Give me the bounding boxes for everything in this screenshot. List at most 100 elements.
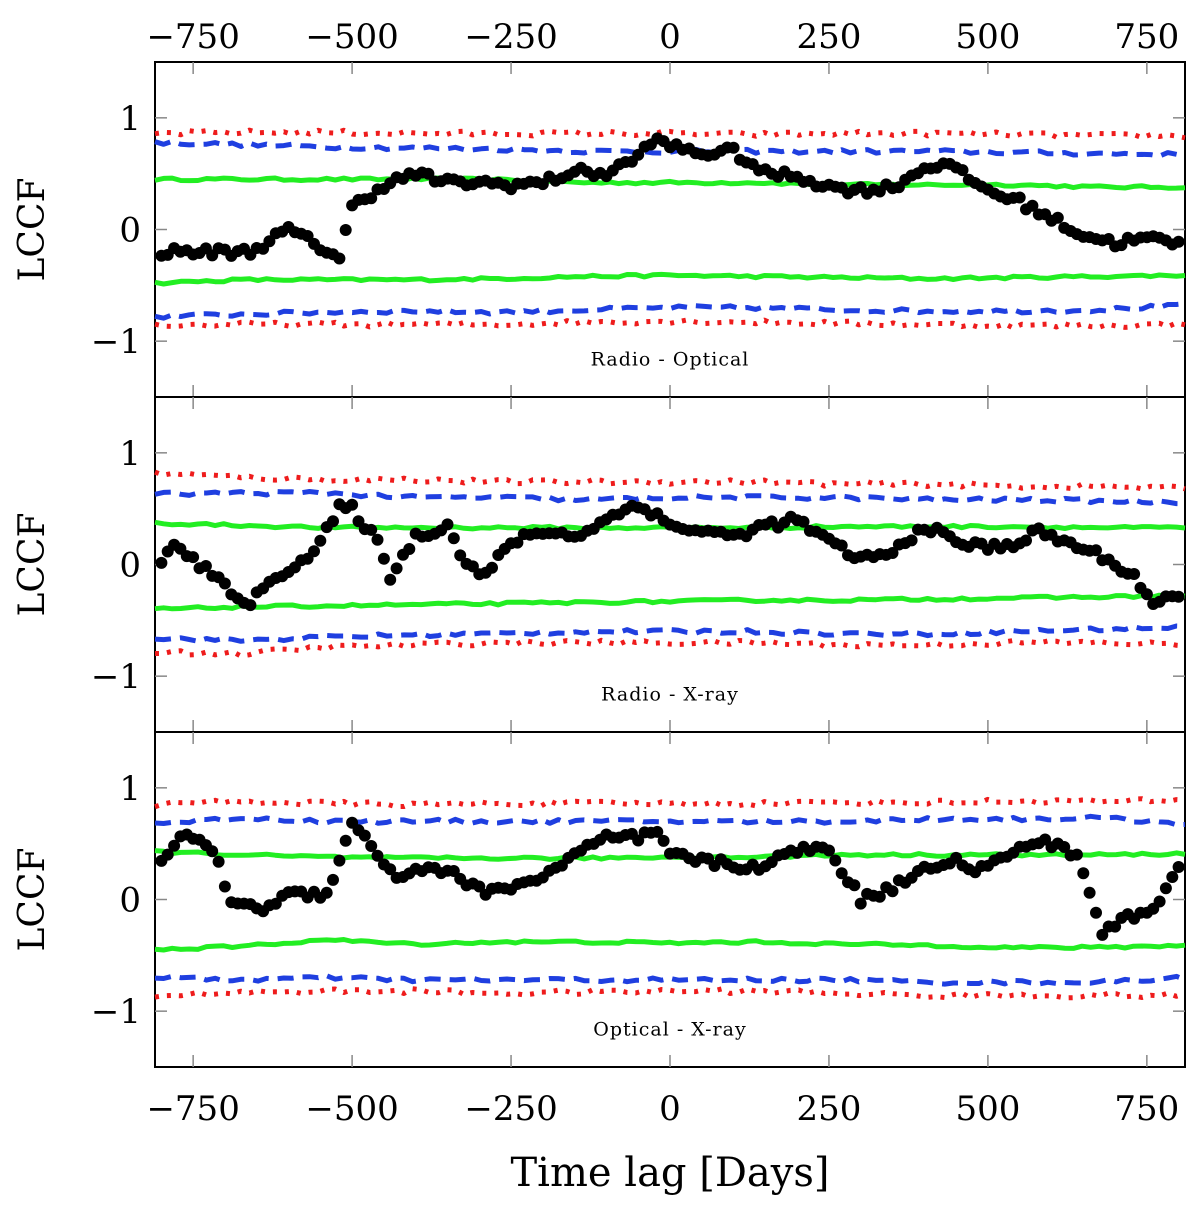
y-axis-label: LCCF bbox=[12, 848, 53, 952]
lccf-point bbox=[333, 854, 346, 867]
lccf-point bbox=[1083, 886, 1096, 899]
lccf-point bbox=[1128, 568, 1141, 580]
lccf-points bbox=[155, 816, 1185, 941]
lccf-point bbox=[339, 224, 352, 236]
y-axis-label: LCCF bbox=[12, 513, 53, 617]
top-x-tick-label: −750 bbox=[146, 17, 239, 57]
top-x-tick-label: −250 bbox=[464, 17, 557, 57]
lccf-point bbox=[403, 543, 416, 555]
lccf-point bbox=[829, 854, 842, 867]
lccf-point bbox=[327, 873, 339, 886]
x-axis-label: Time lag [Days] bbox=[510, 1150, 829, 1196]
lccf-point bbox=[632, 148, 645, 161]
lccf-point bbox=[314, 534, 327, 547]
band-2sigma-upper-line bbox=[154, 813, 1186, 828]
lccf-point bbox=[835, 867, 848, 880]
lccf-point bbox=[327, 515, 339, 528]
lccf-point bbox=[365, 523, 378, 536]
lccf-point bbox=[486, 561, 498, 574]
bottom-axis-tick-labels: −750 −500 −250 0 250 500 750 bbox=[146, 1089, 1179, 1129]
band-3sigma-lower-line bbox=[154, 986, 1186, 1001]
bottom-x-tick-label: 250 bbox=[796, 1089, 861, 1129]
lccf-point bbox=[371, 849, 384, 862]
lccf-point bbox=[365, 840, 378, 852]
top-axis-tick-labels: −750 −500 −250 0 250 500 750 bbox=[146, 17, 1179, 57]
top-x-tick-label: 0 bbox=[659, 17, 681, 57]
band-3sigma-lower-line bbox=[154, 317, 1186, 331]
bottom-x-tick-label: −750 bbox=[146, 1089, 239, 1129]
y-tick-label: 1 bbox=[119, 769, 141, 809]
lccf-point bbox=[1159, 882, 1172, 895]
y-tick-label: 0 bbox=[119, 211, 141, 251]
lccf-point bbox=[454, 549, 467, 562]
band-3sigma-upper-line bbox=[154, 127, 1186, 141]
lccf-points bbox=[155, 498, 1185, 612]
lccf-point bbox=[1051, 211, 1064, 224]
lccf-point bbox=[1109, 920, 1122, 933]
lccf-point bbox=[657, 834, 670, 847]
top-x-tick-label: −500 bbox=[305, 17, 398, 57]
bottom-x-tick-label: −250 bbox=[464, 1089, 557, 1129]
lccf-point bbox=[377, 552, 390, 565]
lccf-point bbox=[346, 498, 359, 511]
lccf-point bbox=[1166, 871, 1179, 883]
lccf-point bbox=[823, 844, 835, 857]
lccf-point bbox=[155, 556, 168, 569]
y-tick-label: 0 bbox=[119, 546, 141, 586]
band-2sigma-upper-line bbox=[154, 138, 1186, 159]
lccf-point bbox=[886, 547, 899, 559]
lccf-point bbox=[956, 164, 969, 177]
lccf-point bbox=[333, 252, 346, 265]
lccf-point bbox=[1020, 534, 1032, 547]
lccf-point bbox=[339, 834, 352, 847]
lccf-point bbox=[1026, 199, 1039, 212]
lccf-point bbox=[1070, 848, 1083, 861]
lccf-point bbox=[168, 839, 181, 852]
lccf-point bbox=[1096, 928, 1109, 941]
plot-frame bbox=[154, 61, 1186, 398]
lccf-point bbox=[384, 863, 397, 876]
plot-frame bbox=[154, 396, 1186, 733]
lccf-point bbox=[218, 880, 231, 893]
y-tick-label: 1 bbox=[119, 434, 141, 474]
lccf-point bbox=[244, 599, 257, 612]
lccf-point bbox=[854, 897, 867, 910]
lccf-point bbox=[269, 897, 282, 910]
y-tick-label: −1 bbox=[91, 322, 141, 362]
lccf-point bbox=[511, 536, 524, 549]
lccf-point bbox=[384, 573, 397, 586]
lccf-point bbox=[365, 192, 378, 205]
lccf-point bbox=[447, 532, 460, 545]
y-tick-label: 1 bbox=[119, 99, 141, 139]
y-tick-label: −1 bbox=[91, 657, 141, 697]
lccf-point bbox=[441, 518, 454, 531]
lccf-point bbox=[727, 141, 740, 154]
lccf-point bbox=[905, 534, 918, 547]
y-tick-label: 0 bbox=[119, 881, 141, 921]
lccf-point bbox=[835, 539, 848, 552]
band-2sigma-lower-line bbox=[154, 973, 1186, 987]
lccf-point bbox=[1172, 590, 1185, 603]
lccf-point bbox=[473, 880, 486, 893]
band-1sigma-lower-line bbox=[154, 937, 1186, 953]
lccf-point bbox=[390, 562, 403, 575]
top-x-tick-label: 250 bbox=[796, 17, 861, 57]
lccf-point bbox=[797, 515, 810, 528]
band-3sigma-lower-line bbox=[154, 637, 1186, 659]
lccf-point bbox=[308, 545, 320, 558]
panel-radio-optical: −1 0 1 LCCF Radio - Optical bbox=[12, 61, 1186, 398]
band-1sigma-lower-line bbox=[154, 271, 1186, 287]
lccf-point bbox=[206, 845, 219, 858]
band-2sigma-upper-line bbox=[154, 489, 1186, 507]
bottom-x-tick-label: 0 bbox=[659, 1089, 681, 1129]
band-2sigma-lower-line bbox=[154, 623, 1186, 644]
bottom-x-tick-label: 750 bbox=[1114, 1089, 1179, 1129]
lccf-point bbox=[161, 848, 174, 861]
band-1sigma-upper-line bbox=[154, 175, 1186, 191]
band-1sigma-lower-line bbox=[154, 592, 1186, 612]
lccf-point bbox=[1058, 841, 1071, 853]
top-x-tick-label: 500 bbox=[955, 17, 1020, 57]
panel-label: Radio - Optical bbox=[591, 349, 750, 371]
panel-radio-xray: −1 0 1 LCCF Radio - X-ray bbox=[12, 396, 1186, 733]
bottom-x-tick-label: 500 bbox=[955, 1089, 1020, 1129]
